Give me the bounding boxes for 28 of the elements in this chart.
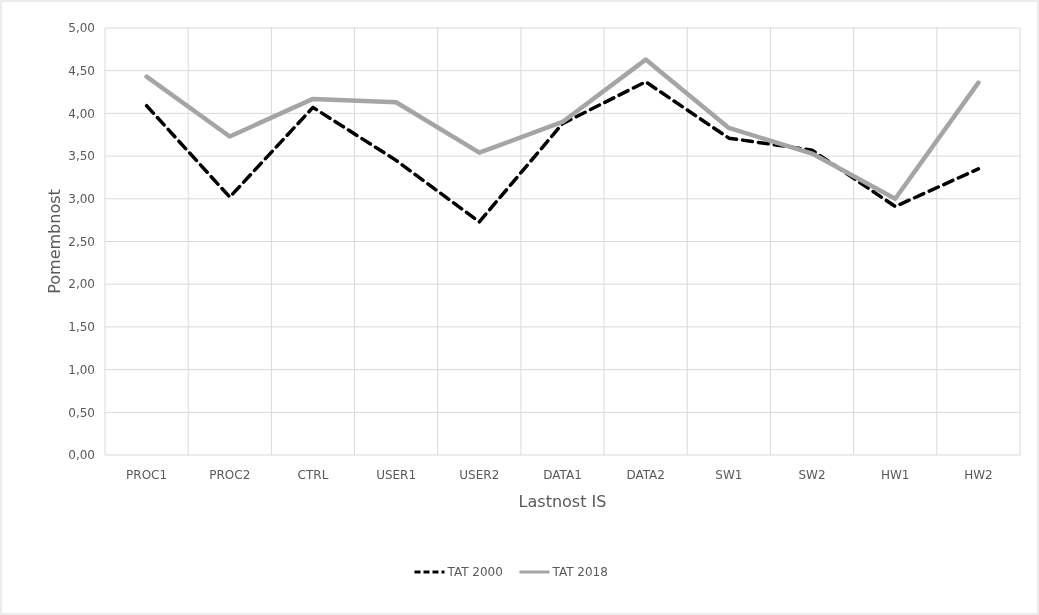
y-tick-label: 1,00: [68, 362, 95, 377]
x-tick-label: SW2: [798, 468, 826, 482]
y-tick-label: 0,50: [68, 405, 95, 420]
x-tick-label: HW1: [880, 468, 910, 482]
x-tick-label: PROC2: [209, 468, 251, 482]
y-tick-label: 4,00: [68, 106, 95, 121]
x-axis-title: Lastnost IS: [518, 492, 607, 511]
x-tick-label: DATA1: [543, 468, 582, 482]
y-tick-label: 4,50: [68, 63, 95, 78]
legend-label: TAT 2000: [446, 565, 503, 580]
x-tick-label: SW1: [715, 468, 743, 482]
y-tick-label: 3,50: [68, 149, 95, 164]
line-series: [144, 57, 981, 202]
y-tick-label: 2,00: [68, 277, 95, 292]
y-tick-label: 0,00: [68, 448, 95, 463]
y-axis-title: Pomembnost: [45, 189, 64, 294]
legend-label: TAT 2018: [551, 565, 608, 580]
x-tick-label: DATA2: [626, 468, 665, 482]
y-tick-label: 5,00: [68, 21, 95, 36]
y-tick-label: 3,00: [68, 192, 95, 206]
x-tick-label: USER2: [459, 468, 500, 482]
x-tick-label: PROC1: [126, 468, 168, 482]
y-tick-label: 2,50: [68, 234, 95, 249]
x-tick-label: CTRL: [297, 468, 329, 482]
x-tick-label: USER1: [376, 468, 417, 482]
x-tick-label: HW2: [964, 468, 993, 482]
line-series: [144, 80, 981, 224]
y-tick-label: 1,50: [68, 320, 95, 335]
